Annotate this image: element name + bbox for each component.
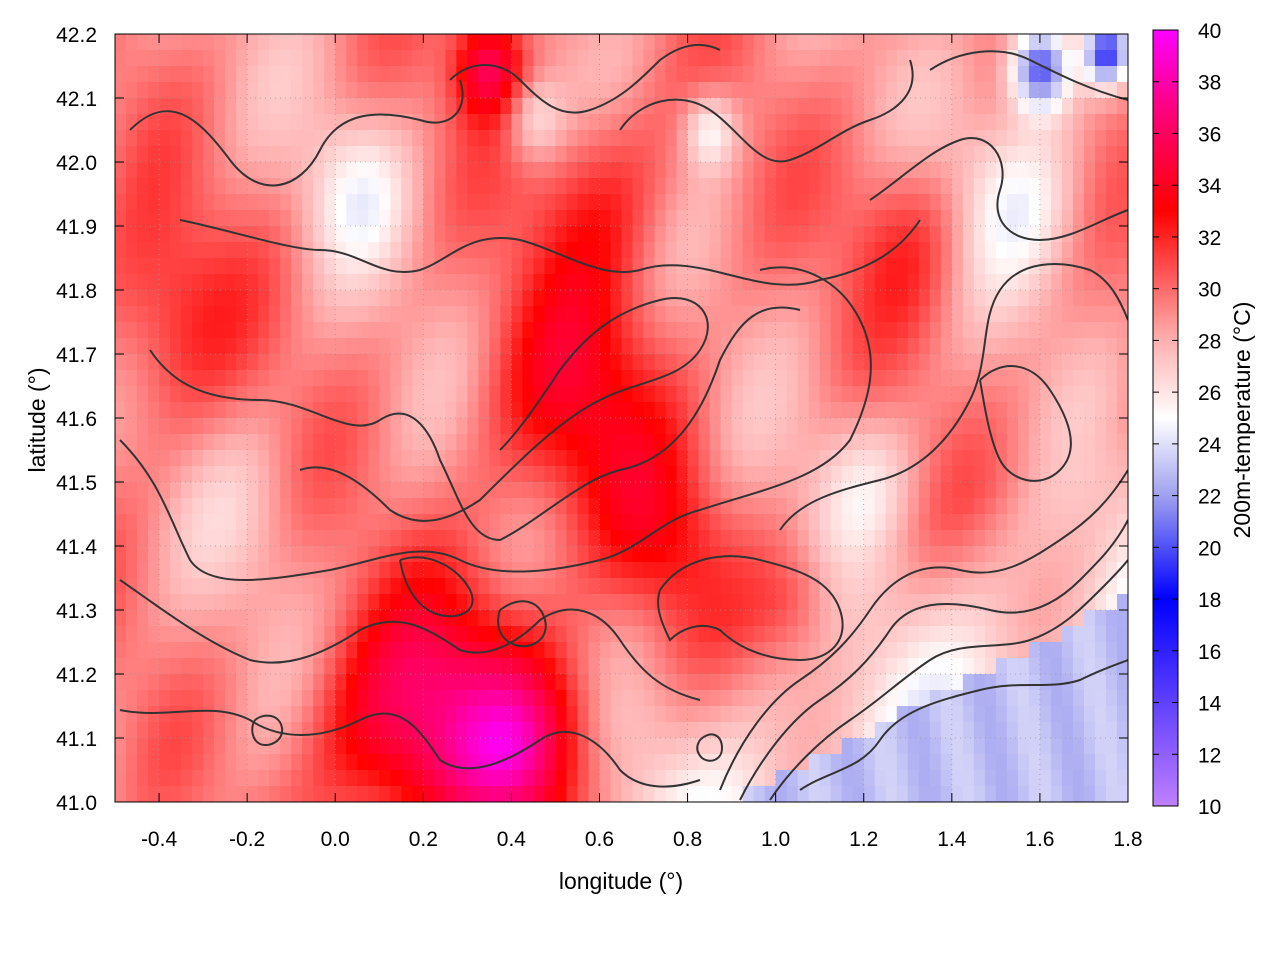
colorbar-tick-label: 36: [1198, 123, 1221, 146]
y-tick-label: 41.9: [56, 216, 97, 239]
colorbar: 10 12 14 16 18 20 22 24 26 28 30 32 34 36 38 40: [1152, 20, 1222, 819]
y-axis-ticks: 41.0 41.1 41.2 41.3 41.4 41.5 41.6 41.7 41.8 41.9…: [56, 24, 1128, 815]
contour-line: [399, 556, 474, 618]
colorbar-tick-label: 16: [1198, 641, 1221, 664]
contour-line: [739, 519, 1128, 801]
x-tick-label: -0.2: [229, 828, 265, 851]
contour-line: [869, 137, 1128, 242]
contour-line: [129, 79, 464, 187]
contour-line: [779, 263, 1128, 531]
x-tick-label: -0.4: [141, 828, 178, 851]
contour-line: [799, 659, 1128, 791]
colorbar-tick-label: 22: [1198, 486, 1221, 509]
colorbar-tick-label: 12: [1198, 744, 1221, 767]
colorbar-tick-label: 34: [1198, 175, 1222, 198]
contour-line: [696, 733, 724, 762]
y-tick-label: 41.6: [56, 408, 97, 431]
colorbar-label: 200m-temperature (°C): [1229, 302, 1255, 539]
temperature-field: [115, 34, 1128, 802]
y-tick-label: 41.5: [56, 472, 97, 495]
contour-line: [979, 365, 1072, 482]
x-tick-label: 1.6: [1025, 828, 1054, 851]
x-tick-label: 1.4: [937, 828, 967, 851]
contour-line: [119, 266, 872, 581]
contour-line: [449, 43, 721, 114]
colorbar-tick-label: 38: [1198, 72, 1221, 95]
x-tick-label: 1.2: [849, 828, 878, 851]
y-tick-label: 42.0: [56, 152, 97, 175]
colorbar-tick-label: 24: [1198, 434, 1222, 457]
y-tick-label: 41.3: [56, 600, 97, 623]
contour-line: [251, 714, 284, 746]
y-tick-label: 41.7: [56, 344, 97, 367]
x-tick-label: 0.4: [497, 828, 527, 851]
contour-line: [719, 469, 1128, 791]
contour-line: [497, 600, 547, 648]
x-tick-label: 0.8: [673, 828, 702, 851]
contour-line: [657, 555, 844, 662]
colorbar-tick-label: 26: [1198, 382, 1221, 405]
x-axis-ticks: -0.4 -0.2 0.0 0.2 0.4 0.6 0.8 1.0 1.2 1.4 1.6 1.8: [141, 34, 1143, 851]
contour-line: [179, 219, 921, 286]
contour-line: [619, 59, 914, 163]
y-tick-label: 41.2: [56, 664, 97, 687]
x-axis-label: longitude (°): [559, 868, 683, 894]
contour-line: [119, 579, 701, 701]
y-tick-label: 41.8: [56, 280, 97, 303]
colorbar-tick-label: 30: [1198, 279, 1221, 302]
colorbar-tick-label: 14: [1198, 693, 1222, 716]
contour-line: [929, 50, 1128, 101]
y-tick-label: 41.4: [56, 536, 97, 559]
colorbar-tick-label: 18: [1198, 589, 1221, 612]
y-tick-label: 42.1: [56, 88, 97, 111]
x-tick-label: 0.6: [585, 828, 614, 851]
colorbar-gradient: [1152, 29, 1179, 807]
colorbar-tick-label: 20: [1198, 537, 1221, 560]
contour-line: [119, 709, 701, 788]
grid-lines: [115, 34, 1128, 802]
x-tick-label: 1.8: [1113, 828, 1142, 851]
contour-lines: [119, 43, 1128, 801]
contour-line: [149, 306, 801, 542]
contour-line: [769, 559, 1128, 801]
colorbar-tick-label: 32: [1198, 227, 1221, 250]
x-tick-label: 1.0: [761, 828, 790, 851]
y-tick-label: 41.1: [56, 728, 97, 751]
y-axis-label: latitude (°): [24, 367, 50, 472]
x-tick-label: 0.2: [409, 828, 438, 851]
y-tick-label: 41.0: [56, 792, 97, 815]
contour-line: [299, 297, 709, 522]
y-tick-label: 42.2: [56, 24, 97, 47]
colorbar-tick-label: 10: [1198, 796, 1221, 819]
x-tick-label: 0.0: [321, 828, 350, 851]
colorbar-tick-label: 40: [1198, 20, 1221, 43]
colorbar-tick-label: 28: [1198, 330, 1221, 353]
